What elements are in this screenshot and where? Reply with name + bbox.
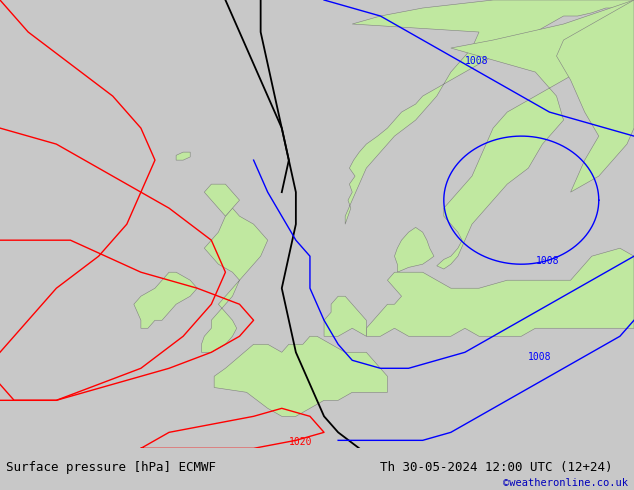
- Polygon shape: [394, 227, 434, 272]
- Polygon shape: [437, 0, 634, 269]
- Polygon shape: [345, 0, 634, 224]
- Text: 1008: 1008: [528, 352, 552, 362]
- Text: Th 30-05-2024 12:00 UTC (12+24): Th 30-05-2024 12:00 UTC (12+24): [380, 461, 613, 474]
- Text: 1008: 1008: [465, 56, 488, 66]
- Polygon shape: [366, 248, 634, 336]
- Polygon shape: [324, 296, 366, 336]
- Polygon shape: [204, 184, 240, 216]
- Text: 1008: 1008: [535, 256, 559, 266]
- Polygon shape: [176, 152, 190, 160]
- Polygon shape: [134, 272, 197, 328]
- Text: 1020: 1020: [289, 437, 313, 447]
- Text: ©weatheronline.co.uk: ©weatheronline.co.uk: [503, 478, 628, 488]
- Polygon shape: [148, 448, 331, 490]
- Polygon shape: [557, 0, 634, 192]
- Polygon shape: [214, 336, 387, 416]
- Text: Surface pressure [hPa] ECMWF: Surface pressure [hPa] ECMWF: [6, 461, 216, 474]
- Polygon shape: [202, 208, 268, 352]
